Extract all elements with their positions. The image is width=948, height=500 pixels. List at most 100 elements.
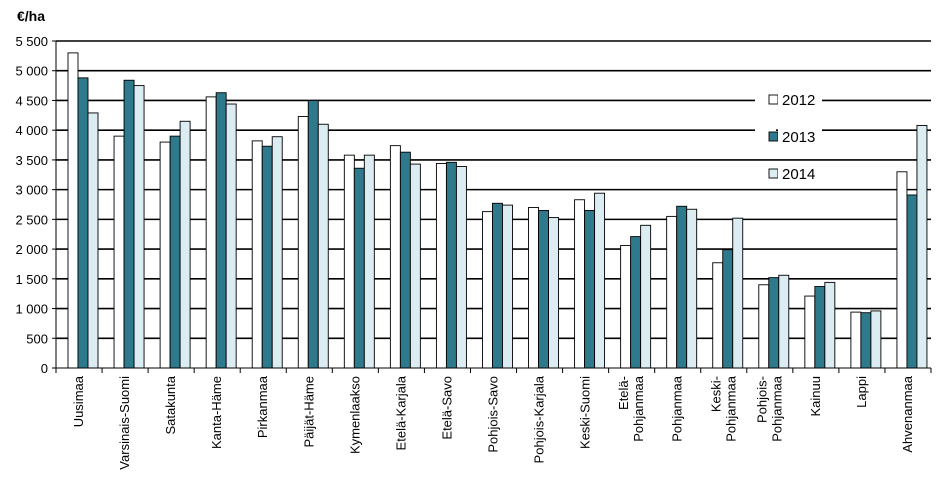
x-category-label: Pohjanmaa <box>631 375 646 442</box>
y-tick-label: 0 <box>41 361 48 376</box>
legend-label-backdrop <box>778 90 822 110</box>
legend-swatch-2012 <box>768 94 779 105</box>
y-tick-label: 2 000 <box>15 242 48 257</box>
bar-2014 <box>133 85 145 369</box>
bar-2013 <box>768 277 780 369</box>
y-axis-ticks: 0 500 1 000 1 500 2 000 2 500 3 000 3 500 4 000 4… <box>15 34 56 376</box>
legend-label-backdrop <box>778 127 822 147</box>
y-tick-label: 1 000 <box>15 302 48 317</box>
bar-2012 <box>666 215 678 369</box>
legend-label-2014: 2014 <box>782 166 815 183</box>
bar-2012 <box>159 141 171 369</box>
bar-2013 <box>906 194 918 369</box>
x-category-label: Ahvenanmaa <box>900 375 915 452</box>
x-category-label: Pohjanmaa <box>723 375 738 442</box>
legend-swatch-2013 <box>768 131 779 142</box>
bar-2014 <box>317 123 329 369</box>
x-category-label: Pohjois- <box>754 376 769 423</box>
bar-2013 <box>123 79 135 369</box>
bar-2013 <box>353 167 365 369</box>
y-tick-label: 500 <box>26 331 48 346</box>
y-tick-label: 1 500 <box>15 272 48 287</box>
bar-2012 <box>389 145 401 369</box>
bar-2012 <box>251 140 263 369</box>
x-category-label: Satakunta <box>163 375 178 434</box>
x-category-label: Pirkanmaa <box>255 375 270 438</box>
bar-2013 <box>584 209 596 369</box>
bar-2012 <box>528 207 539 369</box>
x-category-label: Etelä- <box>616 376 631 410</box>
bar-2014 <box>87 112 99 369</box>
bar-2013 <box>676 205 688 369</box>
bar-2013 <box>630 236 642 369</box>
bar-2012 <box>896 171 908 369</box>
x-category-label: Kymenlaakso <box>347 376 362 454</box>
bar-2014 <box>502 204 513 369</box>
bar-2014 <box>640 224 652 369</box>
bar-2012 <box>435 163 447 369</box>
bar-2012 <box>804 295 816 369</box>
bar-2014 <box>594 192 606 369</box>
x-category-label: Kanta-Häme <box>209 376 224 449</box>
bar-2014 <box>225 103 237 369</box>
bar-2013 <box>814 286 826 369</box>
bar-2014 <box>271 136 283 369</box>
x-category-label: Pohjanmaa <box>769 375 784 442</box>
x-category-label: Keski- <box>708 376 723 412</box>
y-tick-label: 3 000 <box>15 183 48 198</box>
bar-2014 <box>455 165 467 369</box>
bar-2014 <box>548 217 559 369</box>
y-tick-label: 4 500 <box>15 93 48 108</box>
legend-label-2012: 2012 <box>782 92 815 109</box>
legend-label-backdrop <box>778 164 822 184</box>
legend-swatch-2014 <box>768 168 779 179</box>
bars <box>67 52 928 369</box>
x-category-label: Uusimaa <box>71 375 86 427</box>
y-tick-label: 3 500 <box>15 153 48 168</box>
bar-2012 <box>712 262 724 369</box>
bar-2012 <box>850 311 862 369</box>
bar-2013 <box>169 135 181 369</box>
bar-2012 <box>297 116 309 369</box>
x-category-label: Etelä-Karjala <box>393 375 408 450</box>
x-category-label: Varsinais-Suomi <box>117 376 132 470</box>
x-axis-categories: Uusimaa Varsinais-Suomi Satakunta Kanta-Häm… <box>55 368 932 470</box>
x-category-label: Kainuu <box>808 376 823 416</box>
axes <box>55 41 931 369</box>
bar-2012 <box>67 52 79 369</box>
bar-2014 <box>732 217 744 369</box>
bar-2012 <box>205 96 217 369</box>
bar-2014 <box>916 124 928 369</box>
bar-2012 <box>343 154 355 369</box>
bar-2012 <box>758 284 770 369</box>
bar-2013 <box>399 151 411 369</box>
bar-2013 <box>492 202 503 369</box>
x-category-label: Lappi <box>854 376 869 408</box>
x-category-label: Pohjois-Karjala <box>532 375 547 463</box>
x-category-label: Päijät-Häme <box>301 376 316 448</box>
y-axis-label: €/ha <box>17 8 45 24</box>
y-tick-label: 5 500 <box>15 34 48 49</box>
y-tick-label: 2 500 <box>15 212 48 227</box>
legend: 2012 2013 2014 <box>755 90 822 184</box>
bar-2014 <box>778 274 790 369</box>
bar-2012 <box>482 211 493 369</box>
bar-2014 <box>824 281 836 369</box>
bar-2012 <box>113 135 125 369</box>
bar-2014 <box>870 310 882 369</box>
bar-2013 <box>445 161 457 369</box>
bar-2012 <box>620 245 632 369</box>
bar-2014 <box>179 120 191 369</box>
bar-2013 <box>860 312 872 369</box>
bar-2013 <box>307 100 319 369</box>
x-category-label: Pohjois-Savo <box>486 376 501 453</box>
bar-2012 <box>574 199 586 369</box>
y-tick-label: 5 000 <box>15 64 48 79</box>
bar-2014 <box>409 163 421 369</box>
bar-2013 <box>77 77 89 369</box>
bar-2013 <box>215 92 227 369</box>
bar-2013 <box>538 209 549 369</box>
legend-label-2013: 2013 <box>782 129 815 146</box>
bar-2013 <box>261 145 273 369</box>
